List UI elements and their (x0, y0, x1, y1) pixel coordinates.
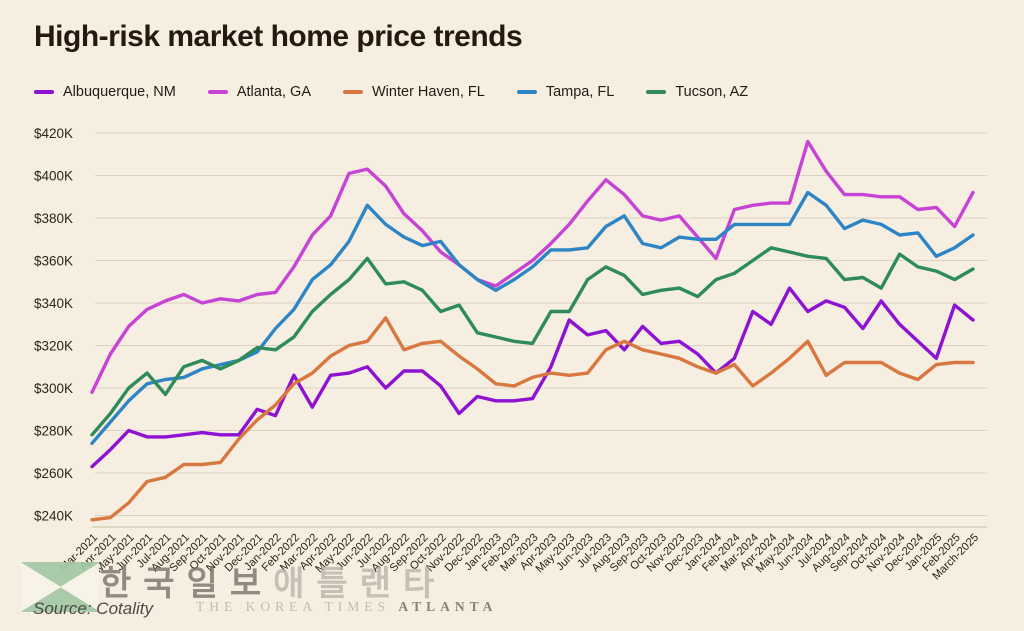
legend-label: Albuquerque, NM (63, 84, 176, 100)
y-tick-label: $240K (34, 509, 73, 524)
legend-label: Atlanta, GA (236, 84, 311, 100)
series-line-winter-haven (90, 316, 975, 522)
y-tick-label: $400K (34, 169, 73, 184)
legend-label: Tucson, AZ (675, 84, 749, 100)
legend-item: Tucson, AZ (646, 84, 748, 100)
legend-item: Albuquerque, NM (34, 84, 176, 100)
legend-swatch-icon (516, 90, 537, 94)
y-tick-label: $300K (34, 381, 73, 396)
y-tick-label: $380K (34, 211, 73, 226)
y-tick-label: $340K (34, 296, 73, 311)
series-line-albuquerque (90, 286, 975, 469)
y-tick-label: $320K (34, 339, 73, 354)
legend: Albuquerque, NM Atlanta, GA Winter Haven, … (34, 84, 748, 100)
legend-swatch-icon (34, 90, 54, 94)
source-credit: Source: Cotality (33, 599, 153, 618)
y-tick-label: $280K (34, 424, 73, 439)
legend-item: Tampa, FL (516, 84, 615, 100)
legend-label: Tampa, FL (545, 84, 615, 100)
chart-title: High-risk market home price trends (34, 20, 523, 53)
series-line-atlanta (90, 139, 975, 394)
legend-swatch-icon (343, 90, 363, 94)
y-tick-label: $360K (34, 254, 73, 269)
legend-label: Winter Haven, FL (372, 84, 485, 100)
legend-swatch-icon (207, 90, 228, 94)
series-line-tucson (90, 246, 975, 437)
y-tick-label: $260K (34, 466, 73, 481)
legend-item: Winter Haven, FL (343, 84, 485, 100)
y-tick-label: $420K (34, 126, 73, 141)
legend-item: Atlanta, GA (207, 84, 311, 100)
series-line-tampa (90, 190, 975, 445)
legend-swatch-icon (646, 90, 667, 94)
